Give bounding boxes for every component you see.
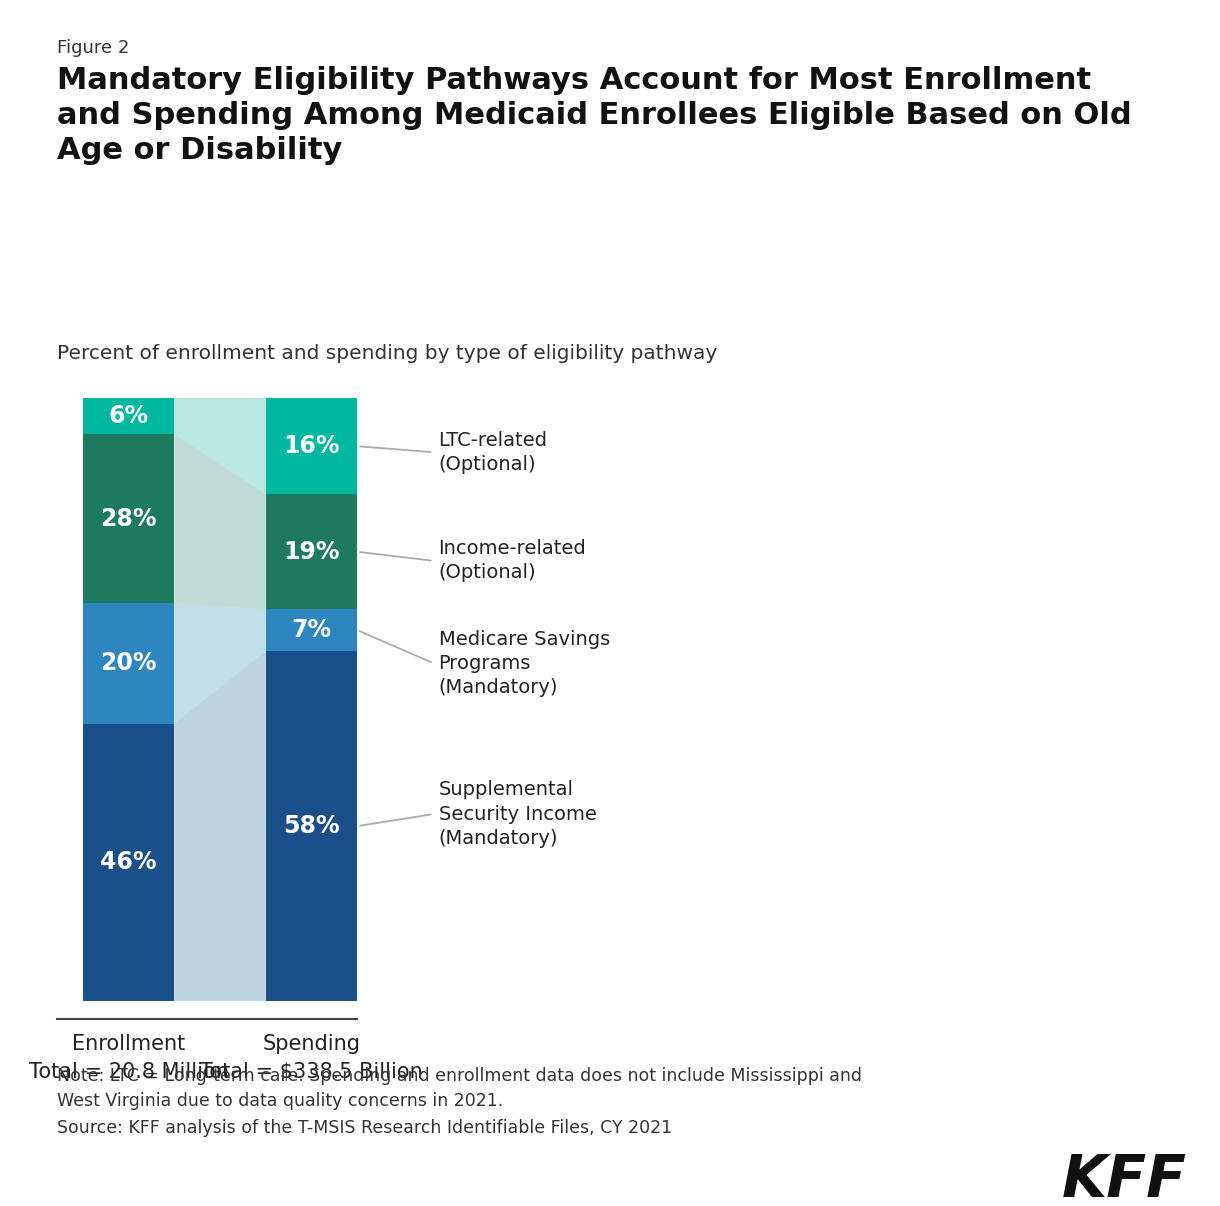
Text: Note: LTC = Long-term care. Spending and enrollment data does not include Missis: Note: LTC = Long-term care. Spending and… xyxy=(57,1067,863,1111)
Bar xyxy=(266,609,357,651)
Text: 28%: 28% xyxy=(100,507,156,531)
Text: 20%: 20% xyxy=(100,651,156,675)
Polygon shape xyxy=(174,603,266,724)
Bar xyxy=(266,494,357,609)
Polygon shape xyxy=(174,651,266,1001)
Text: 6%: 6% xyxy=(109,404,149,428)
Text: Enrollment
Total = 20.8 Million: Enrollment Total = 20.8 Million xyxy=(28,1034,228,1082)
Text: Percent of enrollment and spending by type of eligibility pathway: Percent of enrollment and spending by ty… xyxy=(57,344,717,363)
Text: 19%: 19% xyxy=(283,540,339,563)
Text: Figure 2: Figure 2 xyxy=(57,39,129,57)
Bar xyxy=(266,651,357,1001)
Text: Income-related
(Optional): Income-related (Optional) xyxy=(439,539,587,582)
Text: Medicare Savings
Programs
(Mandatory): Medicare Savings Programs (Mandatory) xyxy=(439,630,610,697)
Text: LTC-related
(Optional): LTC-related (Optional) xyxy=(439,431,548,474)
Text: 16%: 16% xyxy=(283,434,339,458)
Polygon shape xyxy=(174,398,266,494)
Polygon shape xyxy=(174,434,266,609)
Polygon shape xyxy=(174,398,266,1001)
Bar xyxy=(83,434,174,603)
Bar xyxy=(266,398,357,494)
Text: Supplemental
Security Income
(Mandatory): Supplemental Security Income (Mandatory) xyxy=(439,780,597,848)
Text: Source: KFF analysis of the T-MSIS Research Identifiable Files, CY 2021: Source: KFF analysis of the T-MSIS Resea… xyxy=(57,1119,672,1137)
Text: 58%: 58% xyxy=(283,814,340,838)
Text: KFF: KFF xyxy=(1061,1152,1186,1206)
Text: 46%: 46% xyxy=(100,850,156,874)
Bar xyxy=(83,724,174,1001)
Text: 7%: 7% xyxy=(292,619,332,642)
Bar xyxy=(83,603,174,724)
Bar xyxy=(83,398,174,434)
Text: Spending
Total = $338.5 Billion: Spending Total = $338.5 Billion xyxy=(200,1034,423,1082)
Text: Mandatory Eligibility Pathways Account for Most Enrollment
and Spending Among Me: Mandatory Eligibility Pathways Account f… xyxy=(57,66,1132,165)
